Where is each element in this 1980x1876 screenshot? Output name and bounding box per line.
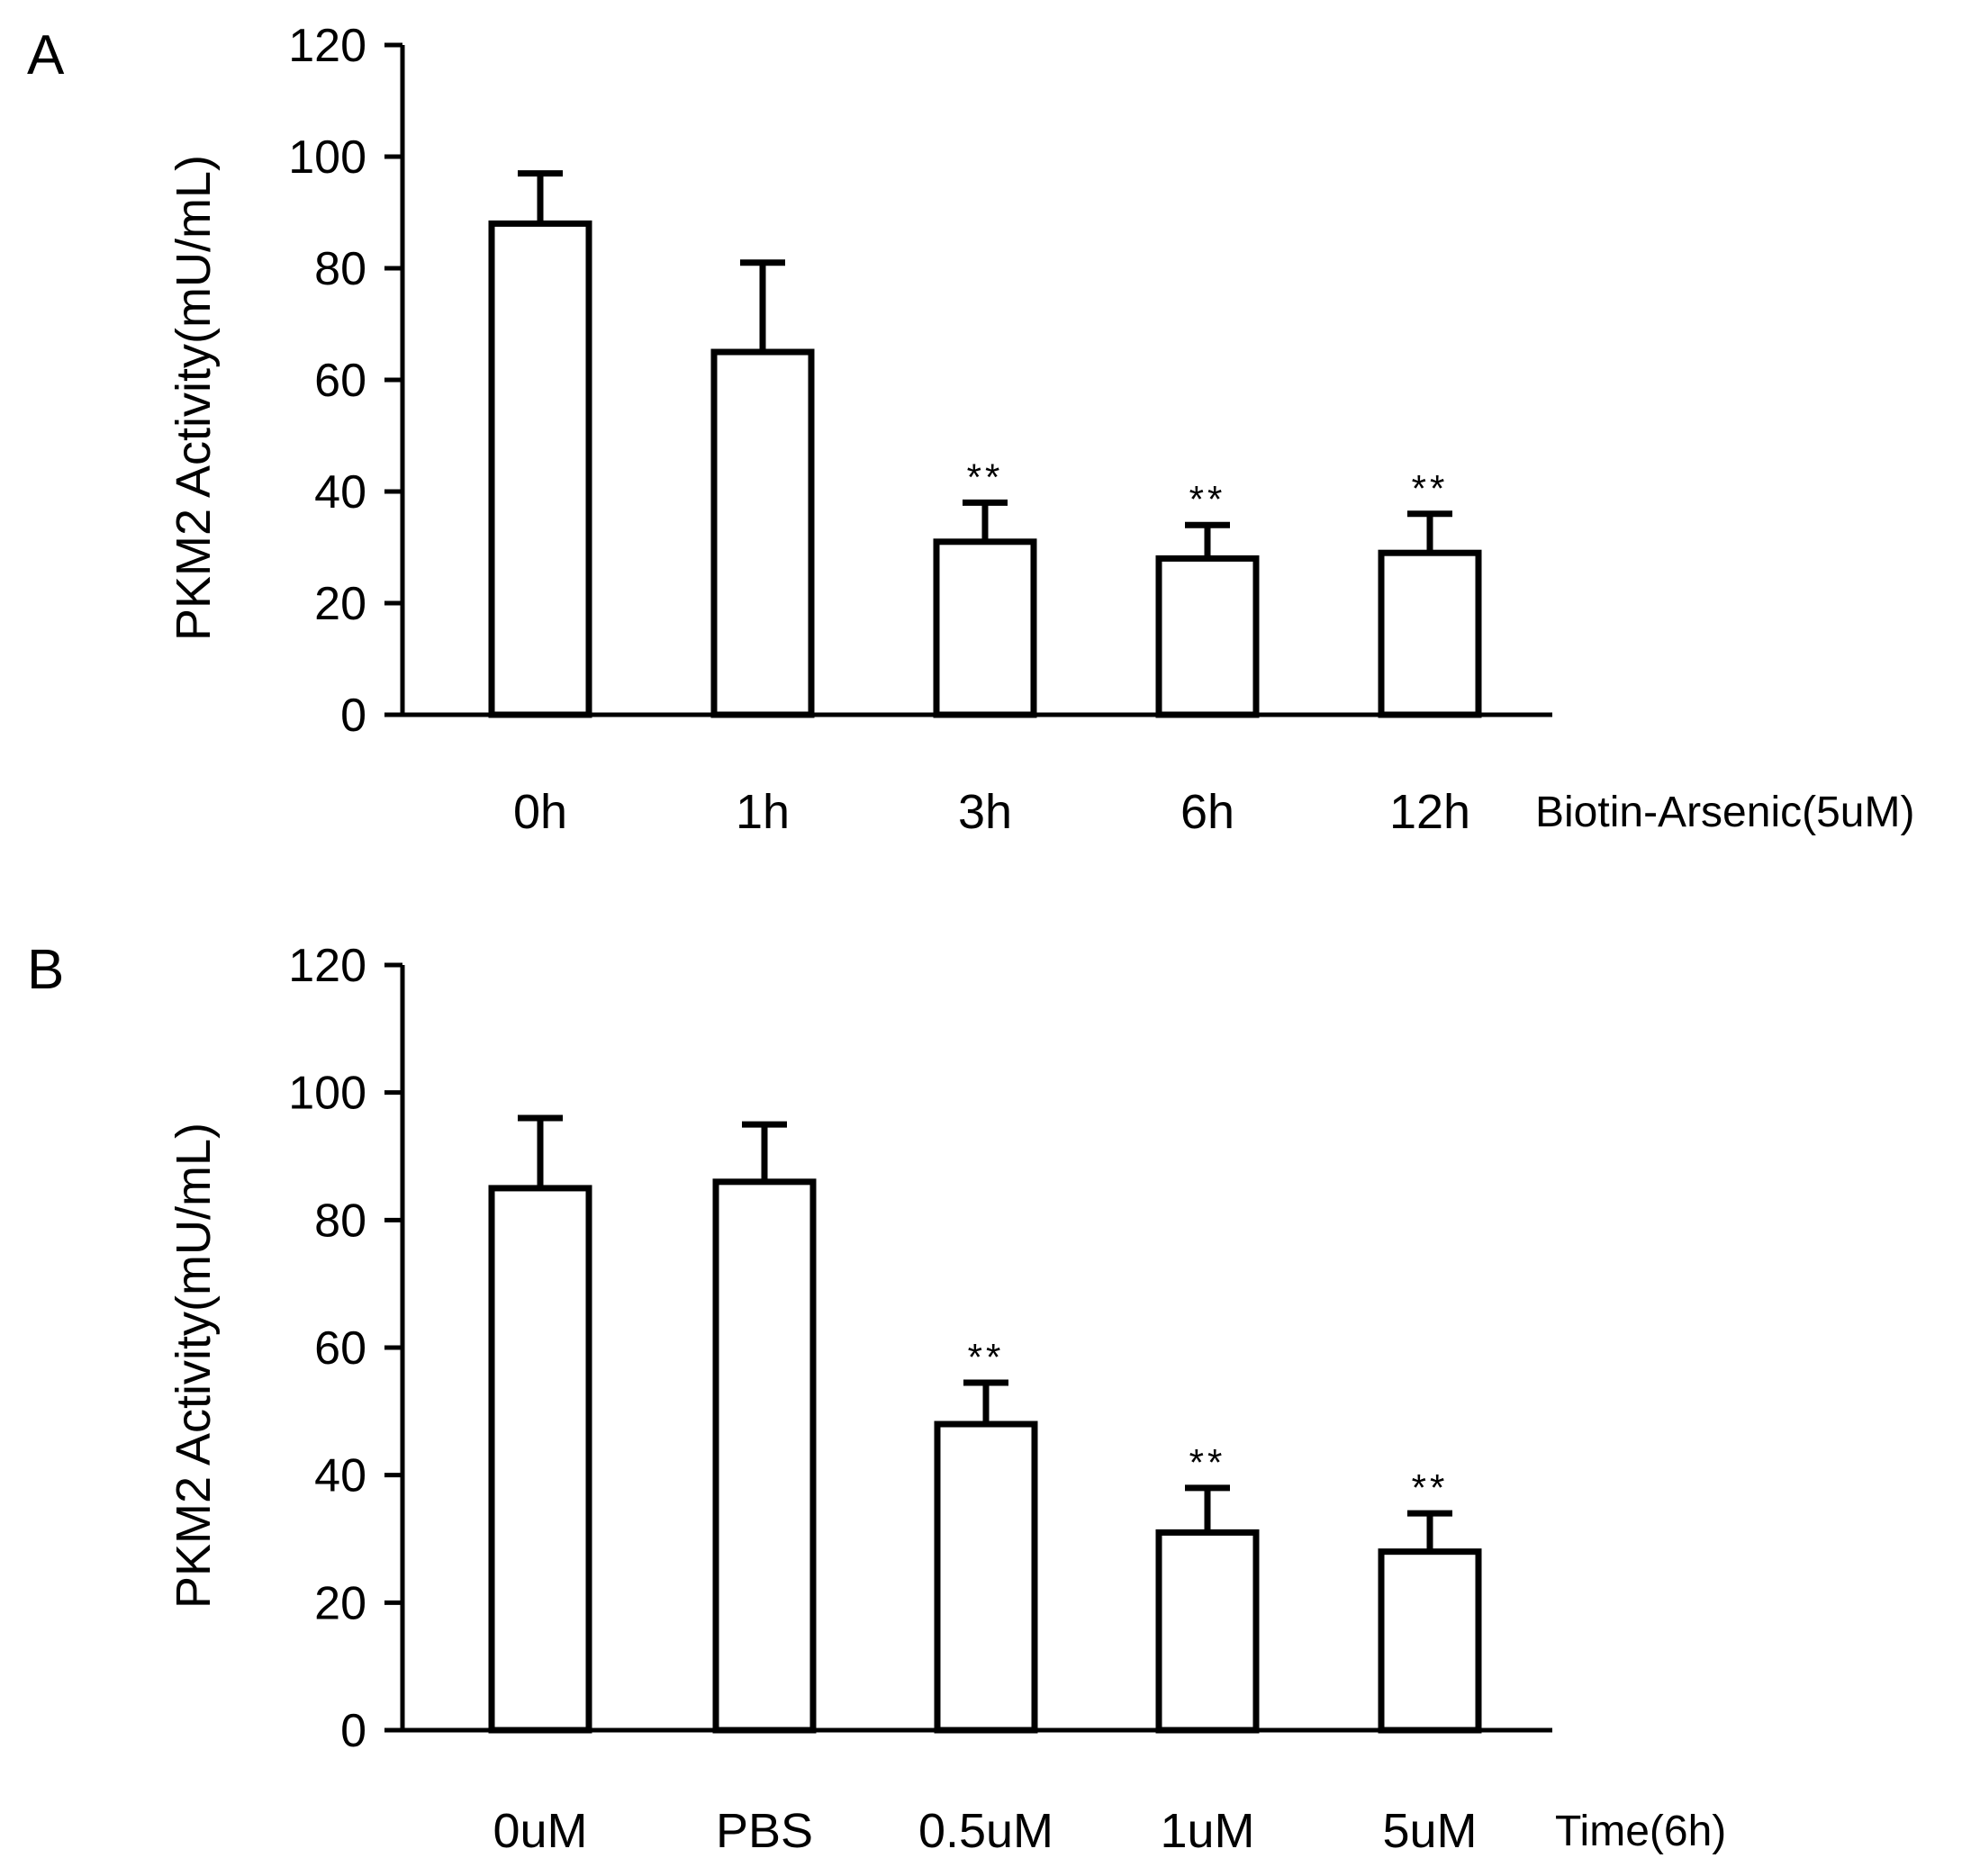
y-tick-label: 40 — [314, 466, 366, 519]
bar-1uM — [1155, 1529, 1260, 1734]
y-tick-label: 20 — [314, 1577, 366, 1629]
significance-marker: ** — [1189, 1441, 1226, 1484]
x-category-label: 6h — [1180, 785, 1234, 839]
x-category-label: 0.5uM — [918, 1804, 1053, 1858]
y-tick-label: 0 — [340, 690, 366, 742]
x-category-label: 3h — [958, 785, 1012, 839]
x-axis-label: Time(6h) — [1555, 1808, 1726, 1855]
y-tick-label: 60 — [314, 1322, 366, 1375]
bar-3h — [933, 538, 1037, 718]
y-tick-label: 40 — [314, 1450, 366, 1502]
x-category-label: 0h — [513, 785, 567, 839]
y-tick-label: 120 — [288, 20, 366, 72]
x-category-label: 1uM — [1160, 1804, 1254, 1858]
y-tick-label: 80 — [314, 1195, 366, 1247]
y-tick-label: 100 — [288, 131, 366, 184]
panel-letter: B — [27, 939, 64, 1001]
x-category-label: 5uM — [1382, 1804, 1477, 1858]
y-tick-label: 0 — [340, 1705, 366, 1757]
significance-marker: ** — [967, 455, 1004, 498]
x-category-label: 0uM — [493, 1804, 587, 1858]
bar-6h — [1155, 555, 1260, 718]
panel-b: B PKM2 Activity(mU/mL) 0 20 40 60 80 100 120 0uM P… — [27, 939, 1726, 1858]
bar-0.5uM — [934, 1421, 1038, 1734]
bar-1h — [710, 348, 815, 718]
bar-PBS — [712, 1178, 817, 1734]
significance-marker: ** — [1412, 467, 1449, 510]
significance-marker: ** — [1412, 1466, 1449, 1509]
bar-0uM — [488, 1185, 592, 1734]
x-category-label: 1h — [736, 785, 790, 839]
bar-5uM — [1378, 1548, 1482, 1734]
y-axis-label: PKM2 Activity(mU/mL) — [167, 155, 221, 641]
y-tick-label: 100 — [288, 1068, 366, 1120]
x-category-label: PBS — [716, 1804, 813, 1858]
x-axis-label: Biotin-Arsenic(5uM) — [1535, 789, 1914, 836]
panel-a: A PKM2 Activity(mU/mL) 0 20 40 60 80 100 120 0h 1h… — [27, 20, 1914, 839]
bar-0h — [488, 220, 592, 718]
y-tick-label: 20 — [314, 578, 366, 630]
x-category-label: 12h — [1389, 785, 1470, 839]
y-axis-label: PKM2 Activity(mU/mL) — [167, 1123, 221, 1609]
y-tick-label: 60 — [314, 355, 366, 407]
significance-marker: ** — [1189, 478, 1226, 520]
y-tick-label: 120 — [288, 940, 366, 992]
panel-letter: A — [27, 24, 65, 86]
bar-12h — [1378, 549, 1482, 718]
y-tick-label: 80 — [314, 243, 366, 295]
significance-marker: ** — [968, 1336, 1005, 1378]
